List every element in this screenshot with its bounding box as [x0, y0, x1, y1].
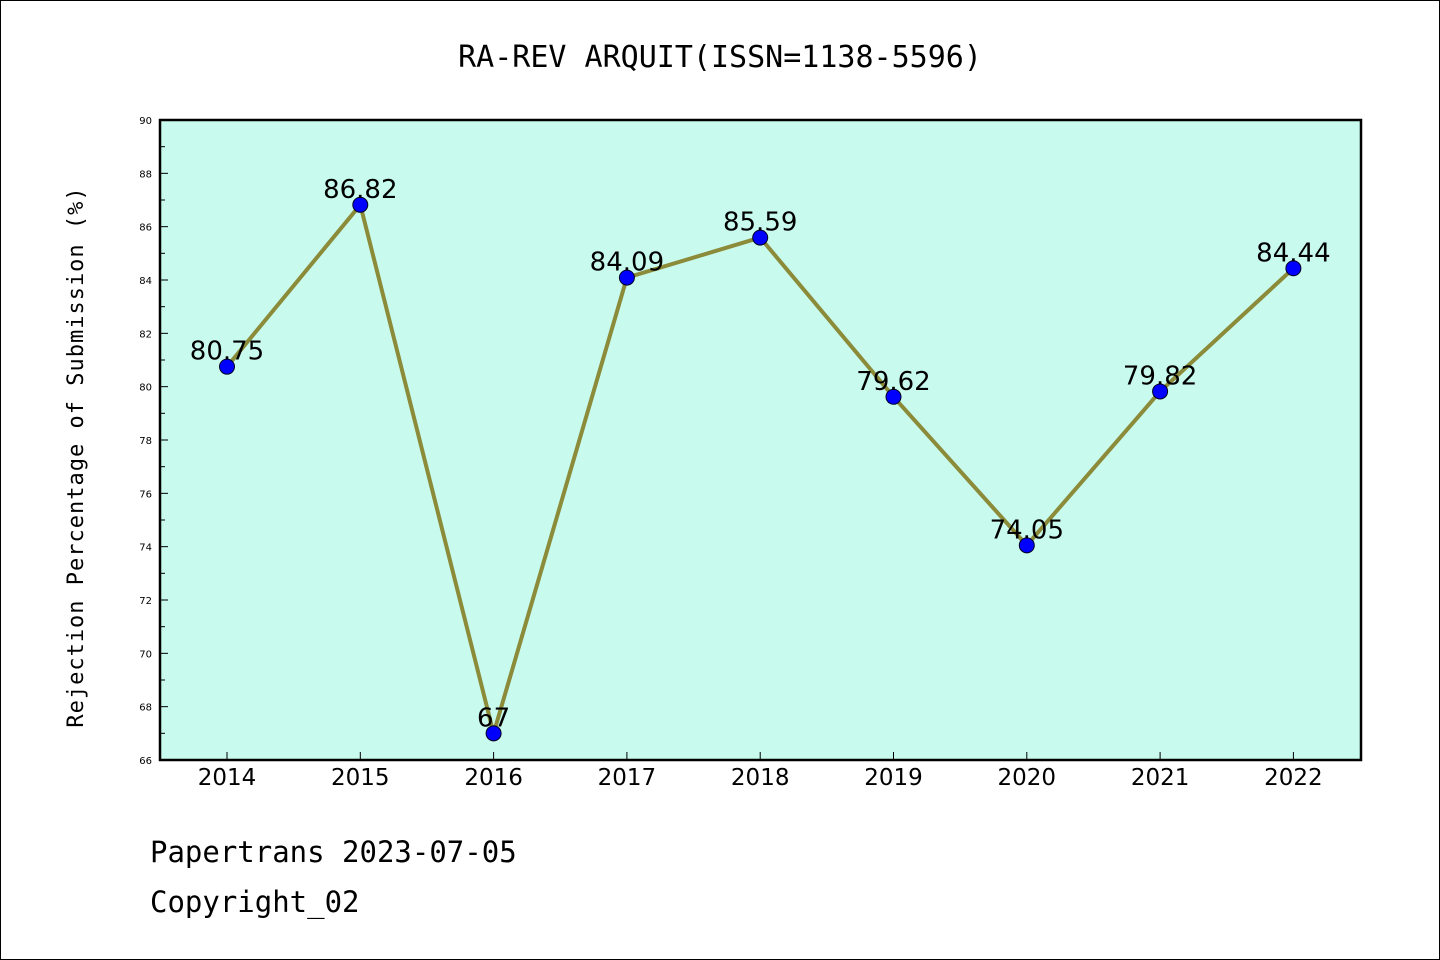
x-tick-label: 2017	[598, 765, 657, 791]
data-point-marker	[1285, 260, 1302, 277]
y-tick-label: 80	[139, 383, 152, 394]
x-tick-label: 2018	[731, 765, 790, 791]
x-tick-label: 2022	[1264, 765, 1323, 791]
data-point-marker	[352, 196, 369, 213]
axis-ticks: 66 68 70 72 74 76 78 80 82 84 86 88 90 2014 2015 2016 20…	[139, 116, 1322, 791]
y-tick-label: 74	[139, 543, 152, 554]
plot-border	[158, 118, 1363, 762]
x-tick-label: 2016	[464, 765, 523, 791]
data-label: 74.05	[990, 515, 1064, 545]
y-tick-label: 86	[139, 223, 152, 234]
x-tick-label: 2020	[998, 765, 1057, 791]
data-label: 86.82	[323, 175, 397, 205]
data-markers	[219, 196, 1302, 742]
y-tick-label: 78	[139, 436, 152, 447]
y-axis-label: Rejection Percentage of Submission (%)	[64, 186, 89, 727]
y-tick-label: 76	[139, 489, 152, 500]
data-point-marker	[1152, 383, 1169, 400]
data-label: 84.44	[1256, 238, 1330, 268]
x-tick-label: 2014	[198, 765, 257, 791]
plot-area	[160, 120, 1361, 760]
data-label: 79.62	[856, 367, 930, 397]
data-point-marker	[1018, 537, 1035, 554]
data-label: 85.59	[723, 208, 797, 238]
data-label: 79.82	[1123, 361, 1197, 391]
x-tick-label: 2021	[1131, 765, 1190, 791]
data-point-marker	[219, 358, 235, 375]
y-tick-label: 70	[139, 649, 152, 660]
footer-copyright: Copyright_02	[150, 885, 360, 919]
data-label: 80.75	[190, 337, 264, 367]
x-tick-label: 2015	[331, 765, 390, 791]
x-tick-label: 2019	[864, 765, 923, 791]
footer-date: Papertrans 2023-07-05	[150, 835, 517, 869]
data-point-marker	[752, 229, 769, 246]
y-tick-label: 72	[139, 596, 152, 607]
chart-title: RA-REV ARQUIT(ISSN=1138-5596)	[458, 40, 982, 75]
data-labels: 80.75 86.82 67 84.09 85.59 79.62 74.05 79.82 84.…	[190, 175, 1331, 734]
y-tick-label: 66	[139, 756, 152, 767]
y-tick-label: 90	[139, 116, 152, 127]
y-tick-label: 88	[139, 169, 152, 180]
data-point-marker	[485, 725, 502, 742]
data-label: 67	[477, 703, 510, 733]
data-label: 84.09	[590, 248, 664, 278]
data-point-marker	[618, 269, 635, 286]
y-tick-label: 82	[139, 329, 152, 340]
y-tick-label: 68	[139, 703, 152, 714]
y-tick-label: 84	[139, 276, 152, 287]
data-point-marker	[885, 388, 902, 405]
